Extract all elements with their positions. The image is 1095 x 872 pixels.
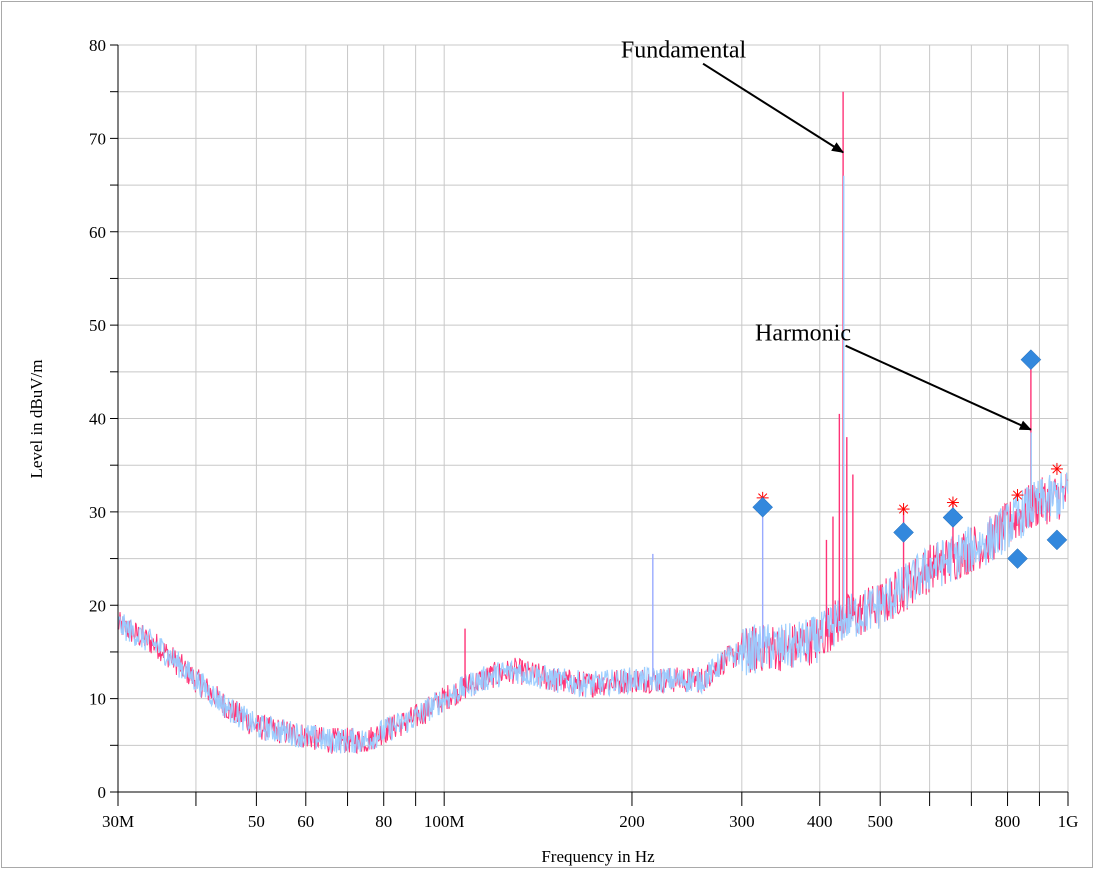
annotation-label: Fundamental: [621, 38, 747, 64]
x-tick-label: 1G: [1058, 812, 1079, 831]
trace-series-2: [117, 472, 1069, 754]
star-stroke: [948, 497, 958, 508]
diamond-marker: [1007, 548, 1028, 569]
y-axis-label: Level in dBuV/m: [27, 360, 46, 479]
x-tick-label: 50: [248, 812, 265, 831]
star-marker: [1011, 489, 1024, 502]
diamond-marker: [893, 522, 914, 543]
annotation-label: Harmonic: [755, 321, 851, 347]
diamond-marker: [752, 496, 774, 518]
x-tick-label: 200: [619, 812, 645, 831]
x-tick-label: 60: [297, 812, 314, 831]
traces: [117, 472, 1069, 755]
star-marker: [1050, 462, 1063, 475]
annotation-arrow: [845, 344, 1032, 431]
star-stroke: [898, 504, 909, 514]
x-tick-label: 300: [729, 812, 755, 831]
trace-series-1: [117, 474, 1069, 755]
diamond-marker: [1020, 349, 1042, 371]
axes: 0 10 20 30 40 50 60 70 80 30M 50 60 80 100M 200 300 400 5…: [89, 36, 1078, 831]
x-tick-label: 30M: [102, 812, 134, 831]
y-tick-label: 40: [89, 410, 106, 429]
annotations: Fundamental Harmonic: [621, 38, 1032, 431]
star-marker: [946, 496, 959, 509]
y-tick-label: 70: [89, 129, 106, 148]
annotation-arrow: [702, 62, 844, 154]
star-stroke: [1012, 490, 1023, 500]
y-tick-label: 20: [89, 596, 106, 615]
star-stroke: [1052, 464, 1062, 474]
x-tick-label: 400: [807, 812, 833, 831]
x-tick-label: 500: [867, 812, 893, 831]
x-tick-label: 100M: [424, 812, 465, 831]
y-tick-label: 0: [98, 783, 107, 802]
y-tick-label: 50: [89, 316, 106, 335]
y-tick-label: 10: [89, 690, 106, 709]
markers: [752, 349, 1068, 569]
x-axis-label: Frequency in Hz: [541, 847, 655, 866]
x-tick-label: 800: [995, 812, 1021, 831]
star-marker: [897, 503, 910, 516]
y-tick-label: 30: [89, 503, 106, 522]
x-tick-label: 80: [375, 812, 392, 831]
grid-lines: [117, 44, 1069, 793]
y-tick-label: 60: [89, 223, 106, 242]
spikes: [464, 91, 1032, 688]
diamond-marker: [942, 507, 964, 528]
y-tick-label: 80: [89, 36, 106, 55]
diamond-marker: [1046, 529, 1068, 551]
